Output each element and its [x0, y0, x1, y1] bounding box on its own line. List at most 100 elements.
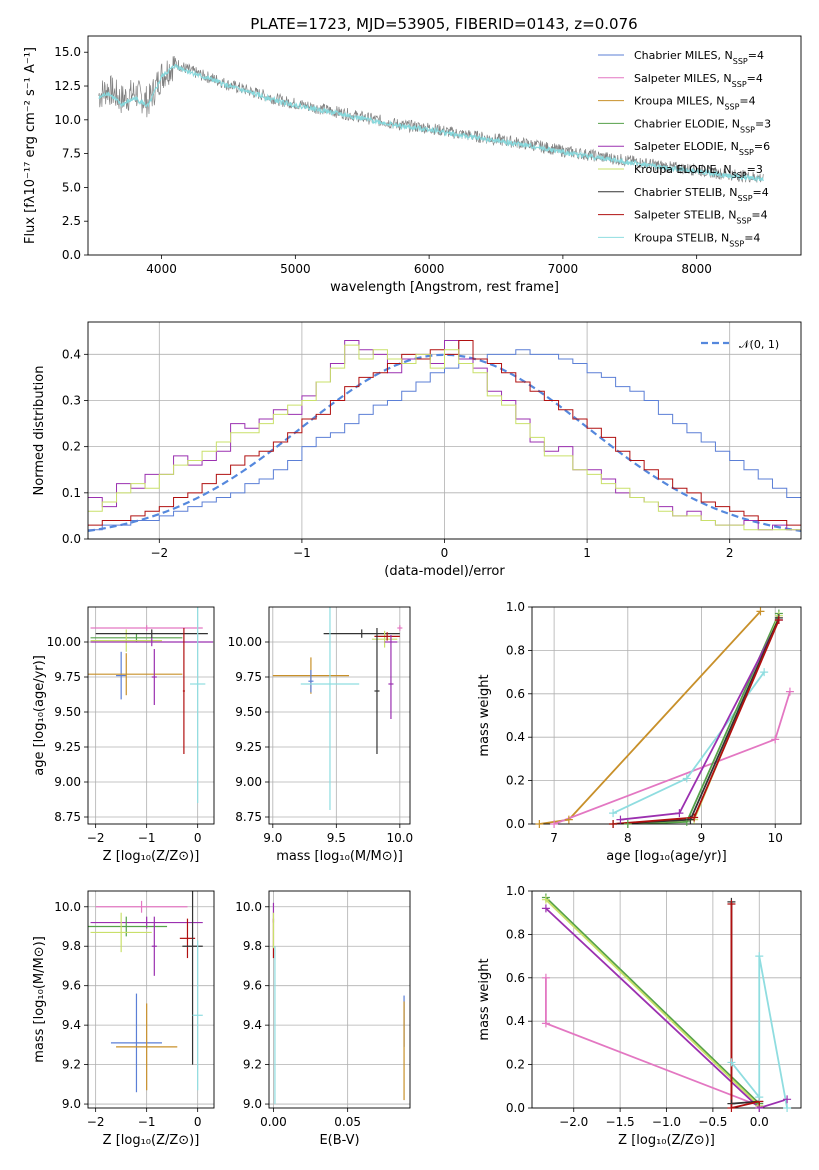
x-tick-label: 0.00 [260, 1115, 287, 1129]
x-tick-label: 4000 [146, 262, 177, 276]
x-axis-label: age [log₁₀(age/yr)] [606, 849, 727, 864]
y-tick-label: 10.0 [54, 113, 81, 127]
mass-vs-ebv-plot: 0.00 0.05 9.0 9.2 9.4 9.6 9.8 10.0 E(B-V) [235, 890, 411, 1148]
x-axis-label: wavelength [Angstrom, rest frame] [330, 280, 559, 295]
axes-frame [87, 606, 215, 825]
plus-marker [755, 1093, 764, 1102]
x-tick-label: −1.5 [606, 1115, 635, 1129]
spectrum-line-model [98, 63, 764, 183]
y-tick-label: 9.8 [62, 939, 81, 953]
plus-marker [535, 820, 544, 828]
plot-area [88, 891, 203, 1093]
x-tick-label: 8 [624, 831, 632, 845]
x-tick-label: 0 [194, 1115, 202, 1129]
x-tick-label: 10.0 [386, 831, 413, 845]
y-tick-label: 0.0 [506, 1101, 525, 1115]
x-tick-label: 0 [194, 831, 202, 845]
y-tick-label: 9.0 [243, 1097, 262, 1111]
x-tick-label: 5000 [280, 262, 311, 276]
plot-area [272, 607, 403, 810]
y-tick-label: 0.0 [62, 532, 81, 546]
y-axis-label: mass weight [477, 958, 492, 1040]
plus-marker [727, 1058, 736, 1067]
x-tick-label: 1 [583, 546, 591, 560]
y-tick-label: 10.00 [47, 635, 81, 649]
x-tick-label: 9.5 [327, 831, 346, 845]
y-axis-label: mass [log₁₀(M/M⊙)] [32, 936, 47, 1063]
plus-marker [755, 952, 764, 961]
x-axis-label: E(B-V) [319, 1133, 359, 1148]
y-tick-label: 9.25 [235, 740, 262, 754]
x-axis-label: Z [log₁₀(Z/Z⊙)] [103, 849, 200, 864]
plus-marker [682, 774, 691, 783]
y-tick-label: 0.0 [506, 817, 525, 831]
y-tick-label: 8.75 [54, 810, 81, 824]
plus-marker [675, 809, 684, 818]
y-tick-label: 5.0 [62, 180, 81, 194]
plot-area [272, 902, 405, 1105]
plus-marker [774, 616, 783, 625]
x-tick-label: −2.0 [559, 1115, 588, 1129]
normal-curve [88, 353, 801, 532]
y-tick-label: 2.5 [62, 214, 81, 228]
legend-label: Chabrier ELODIE, NSSP=3 [634, 117, 771, 133]
x-tick-label: −1 [138, 1115, 156, 1129]
spectrum-plot: 4000 5000 6000 7000 8000 0.0 2.5 5.0 7.5 10.0 12.5… [23, 35, 802, 295]
plus-marker [771, 735, 780, 744]
x-axis-label: (data-model)/error [384, 564, 505, 579]
y-axis-label: mass weight [477, 674, 492, 756]
plus-marker [541, 904, 550, 913]
x-tick-label: −0.5 [698, 1115, 727, 1129]
x-tick-label: 7000 [548, 262, 579, 276]
figure-title: PLATE=1723, MJD=53905, FIBERID=0143, z=0… [250, 15, 637, 33]
plot-area [98, 56, 764, 184]
y-tick-label: 9.2 [243, 1058, 262, 1072]
x-tick-label: 8000 [681, 262, 712, 276]
axes-frame [531, 606, 802, 825]
weight-line-kroupa-stelib [730, 955, 788, 1108]
y-tick-label: 9.25 [54, 740, 81, 754]
plus-marker [609, 820, 618, 828]
y-tick-label: 0.4 [506, 1014, 525, 1028]
x-axis-label: Z [log₁₀(Z/Z⊙)] [103, 1133, 200, 1148]
y-tick-label: 0.6 [506, 687, 525, 701]
legend-label: Salpeter MILES, NSSP=4 [634, 72, 763, 89]
y-tick-label: 10.00 [228, 635, 262, 649]
y-tick-label: 0.0 [62, 248, 81, 262]
y-tick-label: 7.5 [62, 147, 81, 161]
y-tick-label: 9.0 [62, 1097, 81, 1111]
plot-area [88, 607, 213, 803]
legend-label: Chabrier MILES, NSSP=4 [634, 49, 764, 66]
plus-marker [550, 820, 559, 828]
histogram-chabrier-miles [88, 349, 801, 531]
legend-label: Salpeter ELODIE, NSSP=6 [634, 140, 770, 157]
x-tick-label: 2 [726, 546, 734, 560]
weight-line-salpeter-elodie [545, 907, 788, 1108]
axes-frame [87, 321, 802, 540]
y-tick-label: 10.0 [54, 900, 81, 914]
legend: Chabrier MILES, NSSP=4 Salpeter MILES, NS… [598, 49, 771, 248]
y-tick-label: 9.2 [62, 1058, 81, 1072]
y-tick-label: 0.4 [506, 730, 525, 744]
x-axis-label: Z [log₁₀(Z/Z⊙)] [618, 1133, 715, 1148]
plus-marker [760, 668, 769, 677]
plus-marker [783, 1104, 792, 1112]
x-tick-label: −1 [138, 831, 156, 845]
y-axis-label: Normed distribution [32, 366, 47, 496]
x-tick-label: 0.0 [750, 1115, 769, 1129]
y-tick-label: 0.1 [62, 486, 81, 500]
y-tick-label: 12.5 [54, 79, 81, 93]
x-tick-label: 0.05 [334, 1115, 361, 1129]
y-tick-label: 0.2 [62, 440, 81, 454]
age-vs-metallicity-plot: −2 −1 0 8.75 9.00 9.25 9.50 9.75 10.00 Z [log₁₀(Z… [32, 606, 215, 864]
residuals-histogram: −2 −1 0 1 2 0.0 0.1 0.2 0.3 0.4 (data-model)/error… [32, 321, 802, 579]
plus-marker [783, 1095, 792, 1104]
x-tick-label: 7 [550, 831, 558, 845]
legend-label: Salpeter STELIB, NSSP=4 [634, 209, 768, 226]
plus-marker [541, 973, 550, 982]
x-tick-label: 0 [441, 546, 449, 560]
weight-line-kroupa-elodie [545, 899, 760, 1107]
weight-line-chabrier-elodie [545, 896, 760, 1105]
y-tick-label: 0.6 [506, 971, 525, 985]
x-tick-label: −2 [87, 831, 105, 845]
